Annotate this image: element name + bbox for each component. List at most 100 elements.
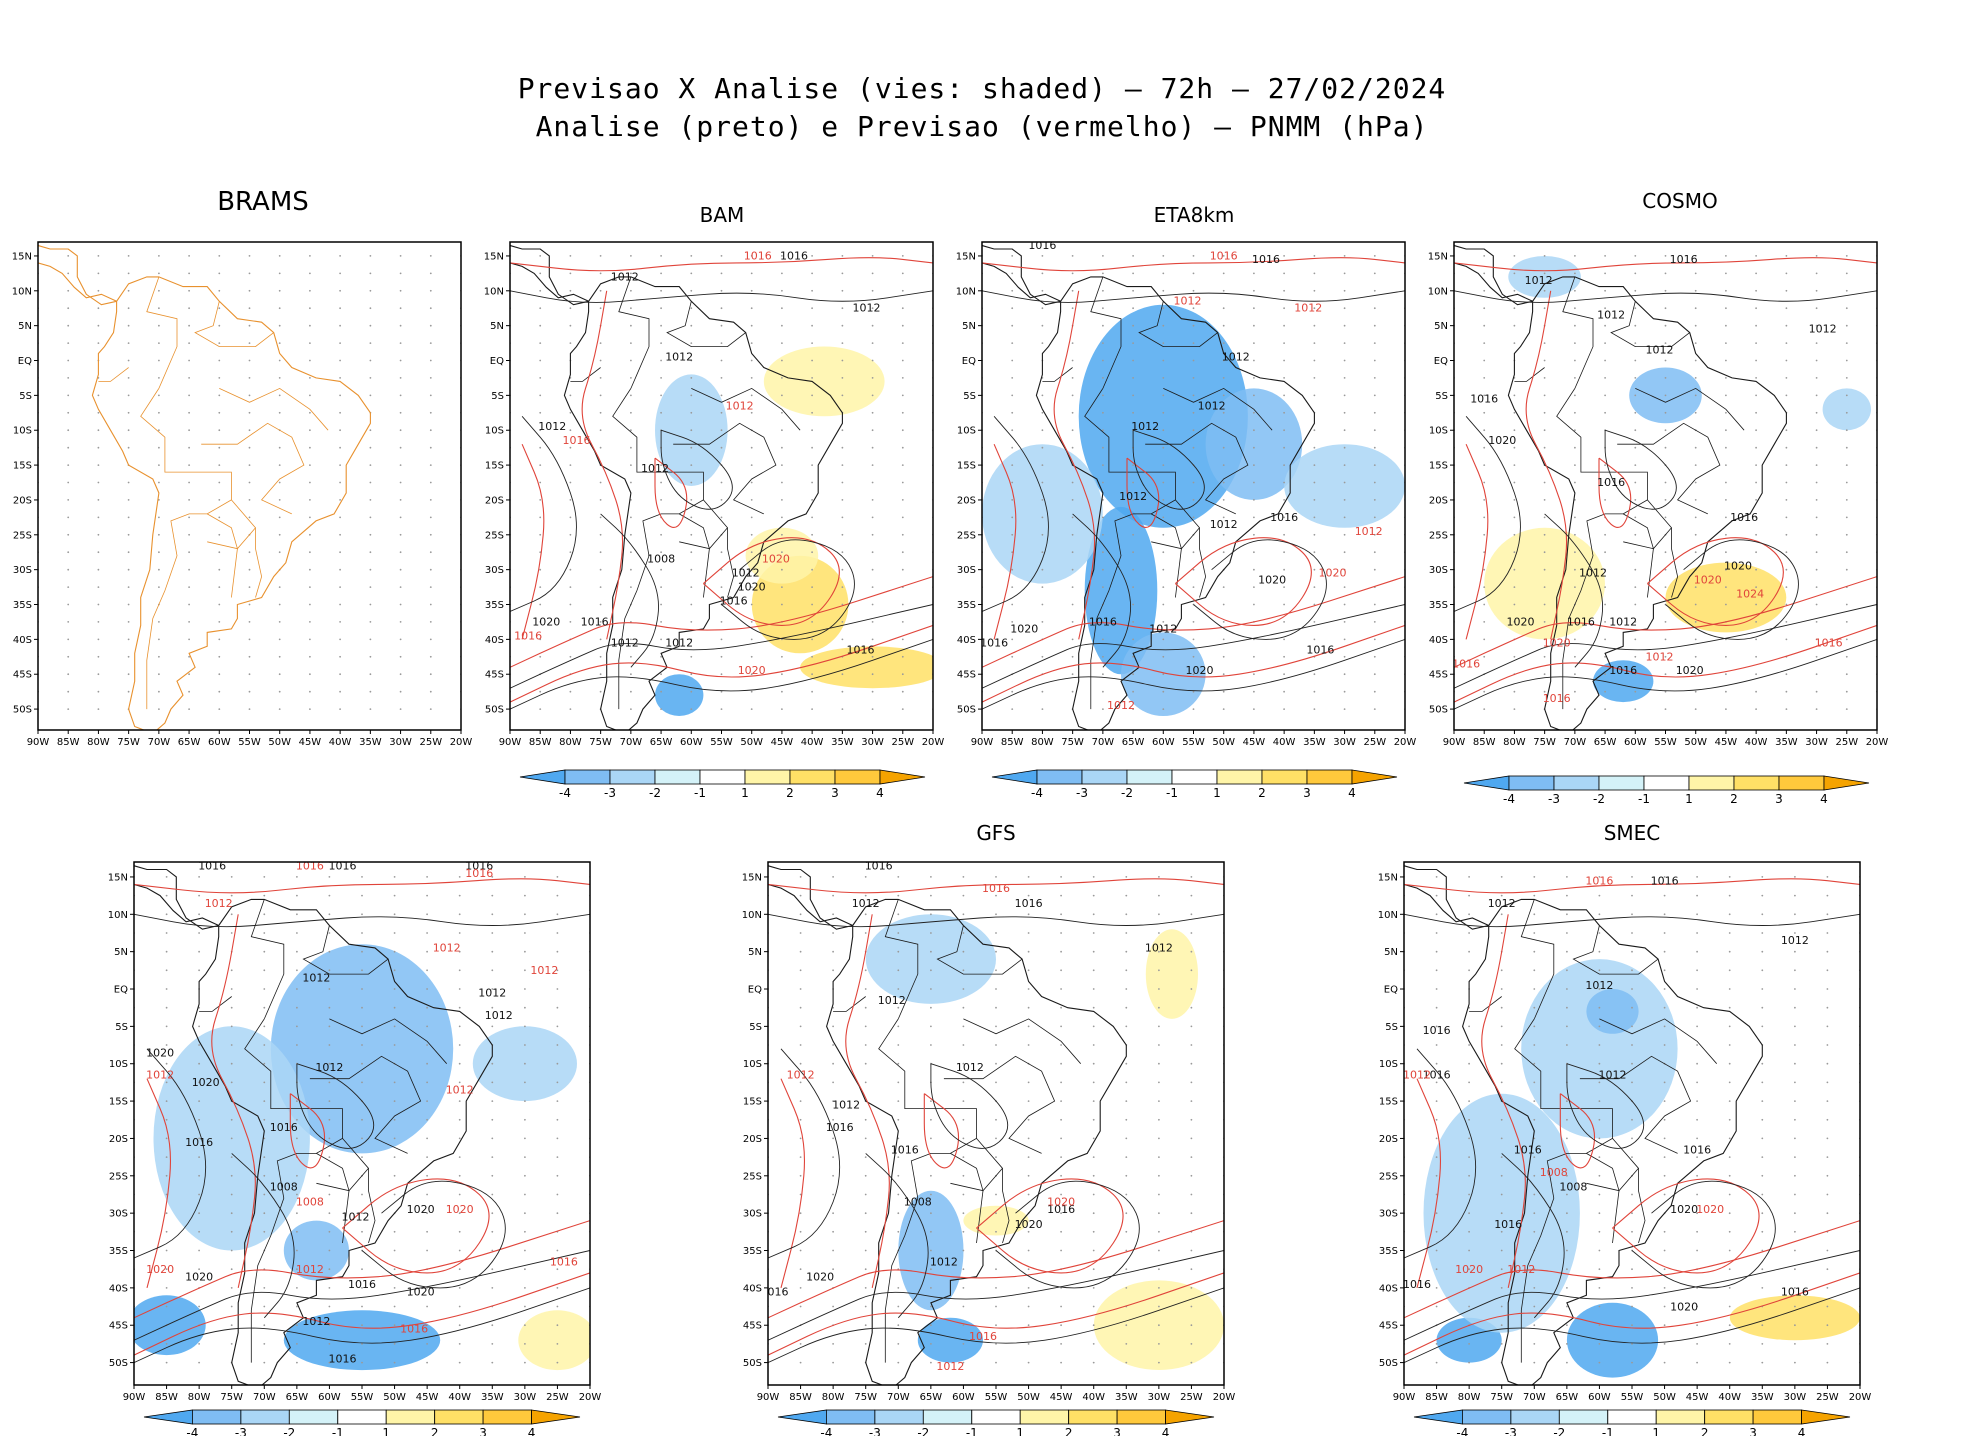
grid-dot (1283, 359, 1285, 362)
lat-tick-label: 25S (957, 530, 976, 541)
grid-dot (720, 621, 723, 623)
isobar-forecast-line (289, 1093, 326, 1169)
grid-dot (1566, 1324, 1568, 1327)
grid-dot (1755, 394, 1757, 397)
grid-dot (1631, 1118, 1633, 1121)
grid-dot (1468, 1361, 1470, 1364)
grid-dot (1761, 1006, 1764, 1009)
grid-dot (930, 1287, 932, 1289)
lat-tick-label: 40S (109, 1283, 128, 1294)
grid-dot (127, 673, 130, 676)
grid-dot (1664, 446, 1667, 449)
grid-dot (1725, 464, 1727, 466)
grid-dot (995, 1118, 997, 1121)
grid-dot (1190, 1324, 1193, 1327)
bias-shade (917, 1317, 984, 1363)
country-border (140, 388, 232, 710)
isobar-analysis-line (1454, 638, 1877, 710)
grid-dot (1041, 324, 1044, 327)
grid-dot (569, 499, 572, 501)
grid-dot (1845, 272, 1848, 275)
isobar-label-forecast: 1020 (762, 553, 790, 566)
grid-dot (1027, 1081, 1030, 1084)
grid-dot (248, 516, 251, 519)
grid-dot (426, 1249, 428, 1252)
grid-dot (1543, 446, 1546, 449)
grid-dot (1728, 1081, 1731, 1084)
grid-dot (1253, 394, 1255, 397)
lat-tick-label: 10N (12, 286, 32, 297)
grid-dot (361, 1156, 363, 1158)
grid-dot (1125, 1062, 1128, 1065)
grid-dot (1071, 377, 1074, 379)
grid-dot (930, 950, 932, 953)
grid-dot (930, 988, 932, 990)
isobar-label-analysis: 1012 (302, 1315, 330, 1328)
grid-dot (1794, 876, 1796, 878)
grid-dot (393, 1100, 396, 1102)
grid-dot (556, 932, 559, 934)
grid-dot (1125, 1100, 1128, 1102)
grid-dot (230, 1305, 233, 1308)
grid-dot (1435, 1006, 1438, 1009)
panel-title: BAM (700, 203, 745, 227)
grid-dot (1027, 1361, 1030, 1364)
grid-dot (230, 1137, 233, 1140)
grid-dot (660, 464, 662, 466)
grid-dot (1283, 516, 1285, 519)
grid-dot (871, 272, 874, 275)
grid-dot (1761, 932, 1764, 934)
country-border (878, 1018, 977, 1363)
grid-dot (339, 499, 341, 501)
grid-dot (296, 1212, 298, 1215)
lon-tick-label: 25W (1363, 737, 1386, 748)
lon-tick-label: 55W (1654, 737, 1677, 748)
grid-dot (1696, 1062, 1698, 1065)
grid-dot (1373, 464, 1376, 466)
grid-dot (1041, 568, 1044, 571)
grid-dot (339, 289, 341, 292)
grid-dot (328, 988, 331, 990)
grid-dot (1027, 1305, 1030, 1308)
grid-dot (832, 1081, 834, 1084)
grid-dot (1845, 481, 1848, 484)
grid-dot (962, 1081, 965, 1084)
grid-dot (339, 551, 341, 554)
grid-dot (690, 272, 693, 275)
grid-dot (1041, 289, 1044, 292)
grid-dot (841, 690, 844, 693)
isobar-label-forecast: 1020 (146, 1263, 174, 1276)
grid-dot (1631, 1137, 1633, 1140)
grid-dot (296, 913, 298, 916)
grid-dot (1283, 411, 1285, 414)
grid-dot (198, 1062, 201, 1065)
grid-dot (1158, 988, 1160, 990)
grid-dot (263, 894, 266, 897)
colorbar-box (744, 769, 791, 785)
grid-dot (832, 1305, 834, 1308)
grid-dot (458, 1081, 461, 1084)
colorbar-triangle-high (1801, 1409, 1851, 1425)
isobar-label-analysis: 1012 (1222, 351, 1250, 364)
grid-dot (781, 551, 783, 554)
grid-dot (841, 359, 844, 362)
grid-dot (158, 359, 160, 362)
grid-dot (429, 673, 432, 676)
grid-dot (97, 586, 100, 588)
country-border (1599, 1018, 1718, 1064)
grid-dot (1598, 1062, 1601, 1065)
grid-dot (1663, 1100, 1666, 1102)
grid-dot (871, 255, 874, 257)
isobar-label-forecast: 1020 (1694, 574, 1722, 587)
isobar-label-analysis: 1016 (1270, 511, 1298, 524)
grid-dot (1343, 690, 1346, 693)
grid-dot (1815, 568, 1818, 571)
grid-dot (491, 1193, 494, 1196)
grid-dot (296, 1268, 298, 1271)
grid-dot (556, 1044, 559, 1046)
grid-dot (1826, 1100, 1829, 1102)
grid-dot (393, 932, 396, 934)
grid-dot (1435, 894, 1438, 897)
grid-dot (539, 255, 542, 257)
grid-dot (720, 481, 723, 484)
